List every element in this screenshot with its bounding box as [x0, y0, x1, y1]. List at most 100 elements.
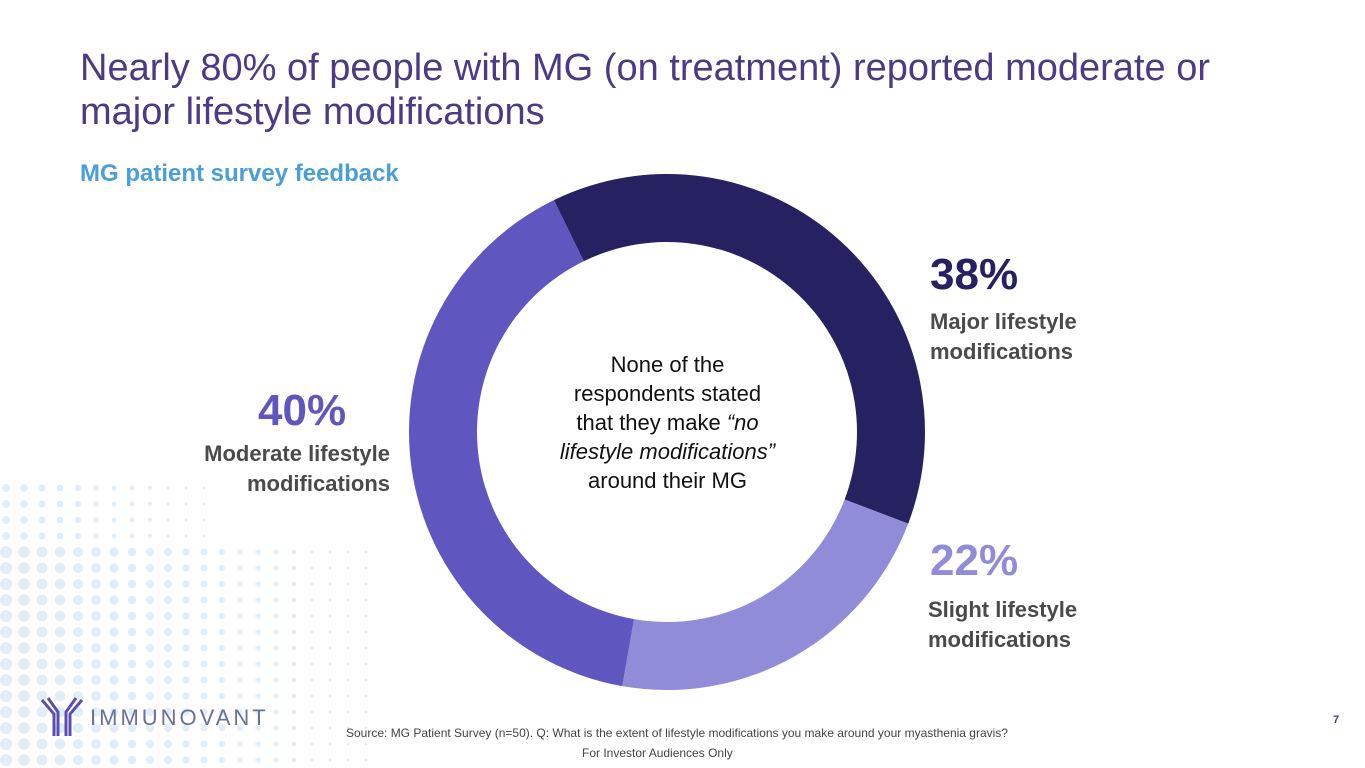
pattern-dot: [127, 707, 137, 717]
pattern-dot: [273, 581, 279, 587]
pattern-dot: [129, 485, 135, 491]
pattern-dot: [182, 580, 190, 588]
pattern-dot: [18, 610, 30, 622]
pattern-dot: [200, 740, 208, 748]
pattern-dot: [129, 517, 135, 523]
pattern-dot: [218, 676, 226, 684]
pattern-dot: [20, 532, 28, 540]
pattern-dot: [255, 661, 261, 667]
pattern-dot: [127, 739, 137, 749]
pattern-dot: [145, 755, 155, 765]
pattern-dot: [364, 614, 368, 618]
pattern-dot: [72, 754, 84, 766]
pattern-dot: [182, 596, 190, 604]
pattern-dot: [182, 740, 190, 748]
pattern-dot: [310, 614, 314, 618]
pattern-dot: [255, 725, 261, 731]
pattern-dot: [182, 692, 190, 700]
pattern-dot: [127, 595, 137, 605]
pattern-dot: [310, 598, 314, 602]
pattern-dot: [200, 612, 208, 620]
pattern-dot: [36, 642, 48, 654]
moderate-percent-label: 40%: [258, 386, 347, 435]
pattern-dot: [310, 758, 314, 762]
pattern-dot: [273, 741, 279, 747]
pattern-dot: [91, 611, 101, 621]
pattern-dot: [145, 739, 155, 749]
donut-segment-moderate: [409, 200, 635, 687]
pattern-dot: [91, 691, 101, 701]
pattern-dot: [72, 738, 84, 750]
pattern-dot: [310, 646, 314, 650]
pattern-dot: [255, 677, 261, 683]
pattern-dot: [54, 562, 66, 574]
pattern-dot: [109, 563, 119, 573]
pattern-dot: [273, 661, 279, 667]
pattern-dot: [20, 484, 28, 492]
pattern-dot: [56, 532, 64, 540]
pattern-dot: [18, 722, 30, 734]
pattern-dot: [237, 757, 243, 763]
page-number: 7: [1333, 714, 1340, 726]
pattern-dot: [328, 646, 332, 650]
pattern-dot: [91, 723, 101, 733]
center-note: None of the respondents stated that they…: [520, 350, 815, 495]
pattern-dot: [237, 677, 243, 683]
pattern-dot: [91, 547, 101, 557]
donut-segment-major: [553, 174, 925, 524]
pattern-dot: [310, 566, 314, 570]
pattern-dot: [237, 549, 243, 555]
pattern-dot: [310, 662, 314, 666]
pattern-dot: [364, 646, 368, 650]
pattern-dot: [127, 723, 137, 733]
pattern-dot: [346, 662, 350, 666]
pattern-dot: [145, 659, 155, 669]
pattern-dot: [310, 726, 314, 730]
pattern-dot: [109, 675, 119, 685]
pattern-dot: [91, 675, 101, 685]
pattern-dot: [182, 564, 190, 572]
pattern-dot: [20, 516, 28, 524]
pattern-dot: [166, 518, 170, 522]
pattern-dot: [184, 534, 188, 538]
pattern-dot: [145, 579, 155, 589]
pattern-dot: [184, 518, 188, 522]
pattern-dot: [0, 754, 12, 766]
pattern-dot: [237, 581, 243, 587]
pattern-dot: [2, 484, 10, 492]
pattern-dot: [364, 566, 368, 570]
pattern-dot: [328, 742, 332, 746]
pattern-dot: [291, 629, 297, 635]
pattern-dot: [127, 563, 137, 573]
pattern-dot: [364, 662, 368, 666]
pattern-dot: [182, 756, 190, 764]
pattern-dot: [364, 758, 368, 762]
pattern-dot: [310, 678, 314, 682]
pattern-dot: [218, 740, 226, 748]
pattern-dot: [127, 643, 137, 653]
pattern-dot: [291, 757, 297, 763]
pattern-dot: [0, 626, 12, 638]
center-line: lifestyle modifications”: [559, 439, 776, 464]
pattern-dot: [237, 613, 243, 619]
pattern-dot: [127, 627, 137, 637]
donut-segment-slight: [622, 499, 909, 690]
pattern-dot: [346, 710, 350, 714]
pattern-dot: [273, 757, 279, 763]
pattern-dot: [202, 518, 206, 522]
pattern-dot: [310, 694, 314, 698]
pattern-dot: [109, 547, 119, 557]
immunovant-logo-text: IMMUNOVANT: [90, 705, 269, 730]
pattern-dot: [147, 501, 153, 507]
pattern-dot: [127, 691, 137, 701]
pattern-dot: [202, 502, 206, 506]
major-category-label: Major lifestyle modifications: [930, 309, 1077, 364]
moderate-category-label: Moderate lifestyle modifications: [204, 441, 390, 496]
pattern-dot: [346, 758, 350, 762]
pattern-dot: [54, 658, 66, 670]
pattern-dot: [346, 566, 350, 570]
pattern-dot: [346, 646, 350, 650]
pattern-dot: [291, 581, 297, 587]
pattern-dot: [273, 565, 279, 571]
pattern-dot: [218, 596, 226, 604]
